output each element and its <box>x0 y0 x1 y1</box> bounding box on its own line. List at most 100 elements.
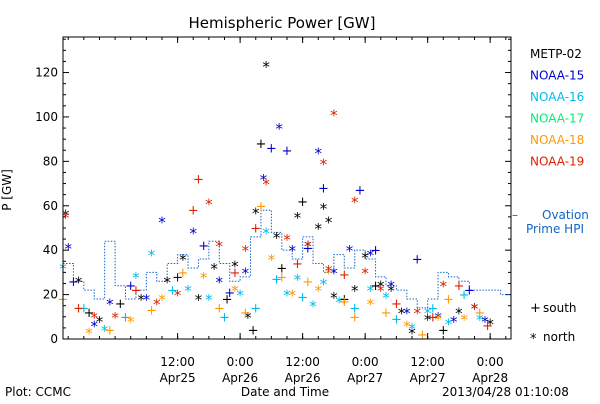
data-point-metp-02-north: * <box>325 213 333 231</box>
legend-item-noaa-15: NOAA-15 <box>530 69 584 83</box>
data-point-noaa-16-south: + <box>167 284 178 299</box>
data-point-noaa-16-south: + <box>250 301 261 316</box>
data-point-noaa-15-north: * <box>275 120 283 138</box>
data-point-metp-02-north: * <box>231 258 239 276</box>
y-axis-ticks: 0 20 40 60 80 100 120 <box>35 38 511 346</box>
y-tick-label: 40 <box>43 243 58 257</box>
data-point-noaa-16-north: * <box>148 247 156 265</box>
data-point-noaa-19-south: + <box>482 319 493 334</box>
data-point-noaa-16-north: * <box>367 282 375 300</box>
data-point-noaa-19-south: + <box>130 284 141 299</box>
data-point-noaa-18-south: + <box>276 270 287 285</box>
data-point-metp-02-north: * <box>377 278 385 296</box>
data-point-noaa-15-north: * <box>330 264 338 282</box>
y-tick-label: 100 <box>35 110 58 124</box>
data-point-metp-02-south: + <box>276 261 287 276</box>
legend-item-noaa-16: NOAA-16 <box>530 90 584 104</box>
data-point-noaa-19-south: + <box>250 221 261 236</box>
data-point-noaa-15-north: * <box>288 242 296 260</box>
data-point-noaa-15-north: * <box>367 247 375 265</box>
data-point-noaa-16-north: * <box>382 289 390 307</box>
x-tick-time: 12:00 <box>410 355 445 369</box>
data-point-noaa-18-north: * <box>403 318 411 336</box>
ovation-hpi-line <box>63 209 511 309</box>
data-point-metp-02-south: + <box>84 306 95 321</box>
data-point-noaa-15-south: + <box>282 144 293 159</box>
x-tick-time: 0:00 <box>477 355 504 369</box>
x-axis-label: Date and Time <box>241 385 329 399</box>
data-point-noaa-18-north: * <box>325 264 333 282</box>
data-point-noaa-19-north: * <box>377 282 385 300</box>
data-point-noaa-15-south: + <box>412 253 423 268</box>
legend-item-noaa-19: NOAA-19 <box>530 155 584 169</box>
data-point-metp-02-north: * <box>294 209 302 227</box>
data-point-noaa-16-north: * <box>309 298 317 316</box>
data-point-noaa-15-south: + <box>224 286 235 301</box>
data-point-noaa-16-south: + <box>219 310 230 325</box>
data-point-noaa-19-north: * <box>320 156 328 174</box>
data-point-noaa-19-north: * <box>262 176 270 194</box>
data-points: **+ *+ *****+**+*+**+*+***** + **+* ****+* ***… <box>58 58 495 343</box>
x-tick-date: Apr25 <box>160 371 196 385</box>
data-point-noaa-18-north: * <box>434 311 442 329</box>
data-point-noaa-15-north: * <box>216 273 224 291</box>
data-point-metp-02-north: * <box>471 300 479 318</box>
data-point-noaa-19-north: * <box>440 278 448 296</box>
data-point-noaa-19-north: * <box>283 231 291 249</box>
series-legend: METP-02 NOAA-15 NOAA-16 NOAA-17 NOAA-18 NOAA-… <box>530 47 584 169</box>
data-point-noaa-18-north: * <box>460 311 468 329</box>
data-point-metp-02-north: * <box>351 282 359 300</box>
data-point-metp-02-north: * <box>252 204 260 222</box>
data-point-metp-02-north: * <box>387 282 395 300</box>
data-point-noaa-18-north: * <box>127 313 135 331</box>
data-point-noaa-16-north: * <box>445 315 453 333</box>
data-point-metp-02-south: + <box>222 293 233 308</box>
data-point-noaa-19-south: + <box>73 301 84 316</box>
data-point-noaa-15-north: * <box>403 304 411 322</box>
data-point-noaa-19-south: + <box>188 204 199 219</box>
data-point-metp-02-south: + <box>438 324 449 339</box>
data-point-metp-02-north: * <box>262 58 270 76</box>
data-point-metp-02-south: + <box>370 279 381 294</box>
y-tick-label: 0 <box>50 332 58 346</box>
y-tick-label: 80 <box>43 154 58 168</box>
x-tick-date: Apr27 <box>347 371 383 385</box>
y-tick-label: 60 <box>43 199 58 213</box>
data-point-noaa-18-south: + <box>240 306 251 321</box>
data-point-metp-02-south: + <box>297 195 308 210</box>
data-point-noaa-15-north: * <box>450 313 458 331</box>
data-point-noaa-16-north: * <box>424 304 432 322</box>
data-point-noaa-18-south: + <box>214 301 225 316</box>
data-point-metp-02-south: + <box>115 297 126 312</box>
x-tick-date: Apr26 <box>285 371 321 385</box>
marker-legend-north-label: north <box>543 330 575 344</box>
data-point-noaa-15-south: + <box>172 270 183 285</box>
x-tick-date: Apr27 <box>410 371 446 385</box>
data-point-noaa-19-north: * <box>111 309 119 327</box>
data-point-metp-02-north: * <box>304 238 312 256</box>
data-point-noaa-19-north: * <box>351 193 359 211</box>
data-point-noaa-19-north: * <box>62 209 70 227</box>
data-point-metp-02-north: * <box>62 207 70 225</box>
data-point-noaa-15-north: * <box>106 295 114 313</box>
data-point-noaa-19-north: * <box>361 264 369 282</box>
data-point-noaa-18-north: * <box>158 291 166 309</box>
legend-item-metp-02: METP-02 <box>530 47 582 61</box>
data-point-noaa-15-north: * <box>260 171 268 189</box>
data-point-metp-02-north: * <box>179 251 187 269</box>
data-point-noaa-16-north: * <box>283 287 291 305</box>
data-point-noaa-16-north: * <box>236 287 244 305</box>
data-point-noaa-18-north: * <box>288 287 296 305</box>
data-point-noaa-15-south: + <box>318 182 329 197</box>
data-point-noaa-19-south: + <box>229 266 240 281</box>
chart-title: Hemispheric Power [GW] <box>189 14 376 32</box>
data-point-noaa-16-south: + <box>271 273 282 288</box>
data-point-noaa-15-north: * <box>387 278 395 296</box>
data-point-noaa-16-north: * <box>262 224 270 242</box>
data-point-noaa-19-north: * <box>174 287 182 305</box>
marker-legend-south-symbol: + <box>530 301 541 316</box>
y-tick-label: 120 <box>35 66 58 80</box>
data-point-noaa-16-south: + <box>297 290 308 305</box>
data-point-noaa-15-north: * <box>64 240 72 258</box>
